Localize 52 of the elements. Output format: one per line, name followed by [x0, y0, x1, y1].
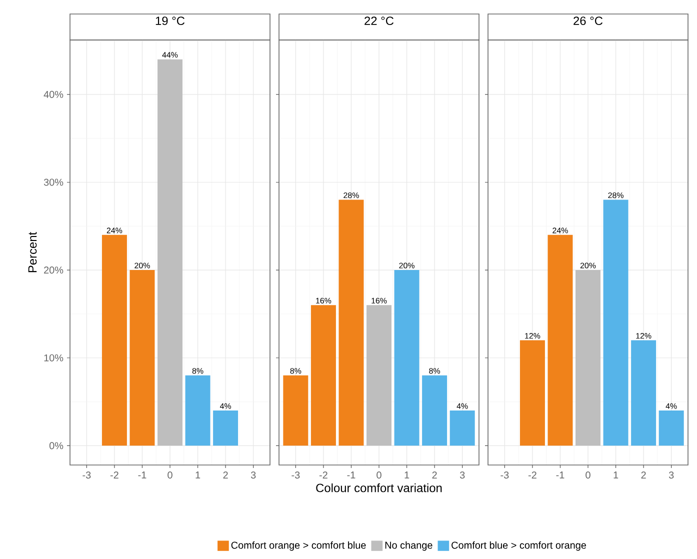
bar: [366, 305, 392, 446]
bar: [157, 59, 182, 446]
y-tick-label: 10%: [44, 354, 64, 362]
chart-title: 22 °C: [364, 16, 394, 26]
bar: [185, 375, 210, 446]
x-tick-label: -1: [347, 472, 356, 478]
x-tick-label: -3: [500, 472, 509, 479]
x-tick-label: -2: [528, 472, 536, 478]
x-tick-label: 2: [223, 472, 228, 478]
legend-label: Comfort orange > comfort blue: [231, 541, 366, 551]
legend-label: Comfort blue > comfort orange: [452, 541, 586, 551]
bar: [213, 410, 238, 446]
x-tick-label: -2: [110, 472, 118, 478]
x-tick-label: 2: [641, 472, 646, 478]
chart-title: 19 °C: [156, 16, 185, 26]
x-tick-label: 0: [586, 472, 590, 479]
y-tick-label: 0%: [49, 442, 64, 450]
bar: [631, 340, 656, 446]
x-tick-label: 1: [196, 472, 200, 478]
bar: [548, 234, 573, 446]
x-axis-title: Colour comfort variation: [316, 483, 442, 492]
x-tick-label: -1: [556, 472, 564, 478]
x-tick-label: 3: [668, 472, 674, 479]
bar: [422, 375, 448, 446]
bar: [310, 305, 336, 446]
x-tick-label: 1: [614, 472, 618, 478]
bar: [283, 375, 308, 446]
legend-label: No change: [385, 541, 432, 551]
bar: [130, 270, 155, 446]
x-tick-label: 3: [250, 472, 256, 479]
x-tick-label: -2: [319, 472, 328, 478]
bar: [603, 200, 628, 446]
x-tick-label: -1: [138, 472, 146, 478]
y-tick-label: 40%: [44, 90, 64, 98]
x-tick-label: 0: [376, 472, 382, 479]
bar: [658, 410, 684, 446]
x-tick-label: 2: [432, 472, 437, 478]
y-axis-title: Percent: [28, 232, 37, 272]
x-tick-label: -3: [82, 472, 91, 479]
chart-title: 26 °C: [574, 16, 603, 26]
x-tick-label: 0: [168, 472, 172, 479]
bar: [102, 234, 127, 446]
bar: [576, 270, 601, 446]
x-tick-label: -3: [292, 472, 300, 479]
bar: [338, 200, 364, 446]
y-tick-label: 20%: [44, 266, 64, 274]
bar: [520, 340, 545, 446]
y-tick-label: 30%: [44, 178, 64, 186]
bar: [450, 410, 475, 446]
x-tick-label: 3: [460, 472, 465, 479]
x-tick-label: 1: [404, 472, 410, 478]
bar: [394, 270, 420, 446]
